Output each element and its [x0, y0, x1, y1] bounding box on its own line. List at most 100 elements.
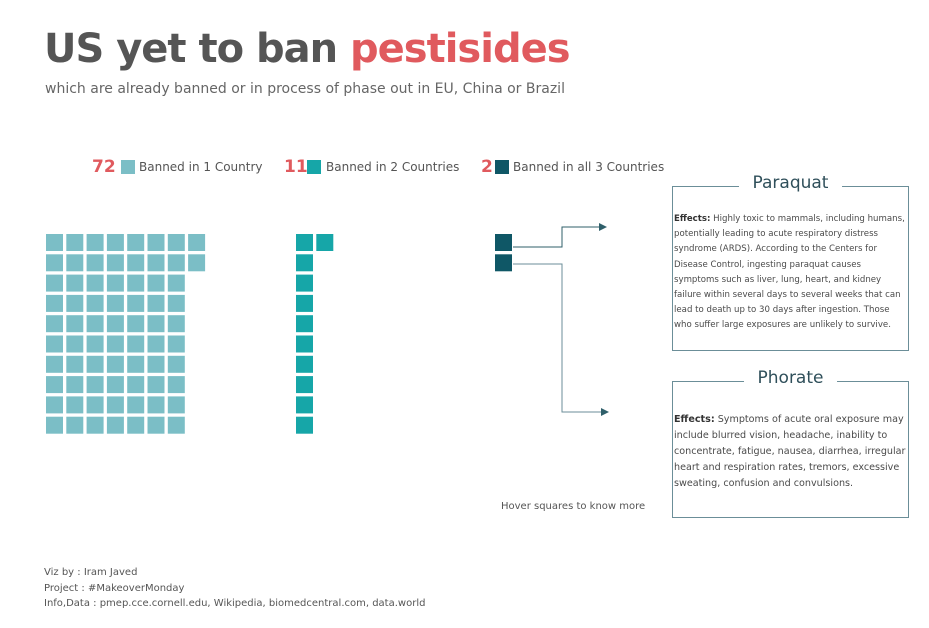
credits: Viz by : Iram Javed Project : #MakeoverM…	[44, 565, 425, 612]
waffle-square-one-country[interactable]	[66, 315, 84, 333]
waffle-square-one-country[interactable]	[66, 355, 84, 373]
waffle-square-one-country[interactable]	[106, 355, 124, 373]
waffle-square-one-country[interactable]	[46, 396, 63, 414]
waffle-square-one-country[interactable]	[46, 416, 63, 434]
waffle-square-one-country[interactable]	[147, 416, 165, 434]
waffle-square-one-country[interactable]	[127, 274, 145, 292]
waffle-square-one-country[interactable]	[46, 335, 63, 353]
waffle-square-one-country[interactable]	[127, 376, 145, 394]
waffle-square-one-country[interactable]	[106, 294, 124, 312]
legend-swatch-three-countries	[495, 160, 509, 174]
waffle-square-one-country[interactable]	[106, 234, 124, 251]
waffle-square-one-country[interactable]	[66, 254, 84, 272]
waffle-square-one-country[interactable]	[46, 376, 63, 394]
waffle-square-one-country[interactable]	[127, 294, 145, 312]
waffle-square-one-country[interactable]	[86, 254, 104, 272]
waffle-square-one-country[interactable]	[127, 315, 145, 333]
waffle-square-one-country[interactable]	[86, 376, 104, 394]
waffle-square-one-country[interactable]	[86, 416, 104, 434]
legend-count: 11	[284, 157, 308, 177]
waffle-square-one-country[interactable]	[86, 274, 104, 292]
card-phorate: Phorate Effects: Symptoms of acute oral …	[672, 368, 909, 518]
waffle-square-one-country[interactable]	[188, 234, 206, 251]
waffle-square-one-country[interactable]	[127, 416, 145, 434]
waffle-square-two-countries[interactable]	[296, 254, 313, 272]
effects-label: Effects:	[674, 414, 715, 425]
waffle-square-one-country[interactable]	[167, 335, 185, 353]
waffle-square-one-country[interactable]	[147, 234, 165, 251]
waffle-square-one-country[interactable]	[147, 335, 165, 353]
waffle-square-one-country[interactable]	[127, 396, 145, 414]
waffle-square-one-country[interactable]	[106, 315, 124, 333]
waffle-square-two-countries[interactable]	[296, 396, 313, 414]
waffle-square-one-country[interactable]	[66, 335, 84, 353]
waffle-square-one-country[interactable]	[167, 274, 185, 292]
waffle-square-one-country[interactable]	[147, 396, 165, 414]
waffle-square-one-country[interactable]	[46, 234, 63, 251]
effects-label: Effects:	[674, 214, 711, 224]
waffle-square-one-country[interactable]	[106, 376, 124, 394]
waffle-square-one-country[interactable]	[188, 254, 206, 272]
waffle-square-three-countries[interactable]	[495, 254, 512, 272]
waffle-square-one-country[interactable]	[147, 254, 165, 272]
legend-swatch-one-country	[121, 160, 135, 174]
waffle-square-one-country[interactable]	[86, 355, 104, 373]
waffle-square-two-countries[interactable]	[296, 294, 313, 312]
waffle-square-two-countries[interactable]	[316, 234, 334, 251]
waffle-square-one-country[interactable]	[106, 416, 124, 434]
waffle-square-one-country[interactable]	[167, 315, 185, 333]
waffle-square-two-countries[interactable]	[296, 315, 313, 333]
waffle-square-one-country[interactable]	[147, 355, 165, 373]
credit-viz-by: Viz by : Iram Javed	[44, 567, 138, 578]
waffle-square-one-country[interactable]	[86, 335, 104, 353]
waffle-square-one-country[interactable]	[147, 376, 165, 394]
waffle-square-one-country[interactable]	[86, 234, 104, 251]
legend-count: 72	[92, 157, 116, 177]
waffle-square-one-country[interactable]	[46, 274, 63, 292]
waffle-square-one-country[interactable]	[167, 376, 185, 394]
title-prefix: US yet to ban	[44, 26, 351, 72]
waffle-square-one-country[interactable]	[86, 396, 104, 414]
waffle-square-one-country[interactable]	[66, 234, 84, 251]
waffle-square-one-country[interactable]	[167, 234, 185, 251]
legend-label: Banned in 1 Country	[139, 160, 263, 174]
waffle-square-one-country[interactable]	[167, 396, 185, 414]
waffle-square-one-country[interactable]	[66, 416, 84, 434]
waffle-square-one-country[interactable]	[106, 335, 124, 353]
waffle-square-two-countries[interactable]	[296, 335, 313, 353]
waffle-square-one-country[interactable]	[167, 294, 185, 312]
waffle-square-one-country[interactable]	[106, 396, 124, 414]
waffle-square-one-country[interactable]	[66, 396, 84, 414]
waffle-square-one-country[interactable]	[147, 294, 165, 312]
waffle-square-one-country[interactable]	[106, 274, 124, 292]
waffle-square-one-country[interactable]	[147, 315, 165, 333]
waffle-square-three-countries[interactable]	[495, 234, 512, 251]
waffle-square-two-countries[interactable]	[296, 234, 313, 251]
waffle-square-one-country[interactable]	[127, 335, 145, 353]
waffle-square-one-country[interactable]	[127, 355, 145, 373]
waffle-square-two-countries[interactable]	[296, 376, 313, 394]
waffle-square-two-countries[interactable]	[296, 355, 313, 373]
waffle-squares	[46, 234, 512, 434]
waffle-square-one-country[interactable]	[66, 376, 84, 394]
waffle-square-one-country[interactable]	[46, 294, 63, 312]
waffle-square-one-country[interactable]	[147, 274, 165, 292]
waffle-square-one-country[interactable]	[127, 254, 145, 272]
waffle-square-one-country[interactable]	[167, 254, 185, 272]
waffle-square-one-country[interactable]	[167, 355, 185, 373]
waffle-square-one-country[interactable]	[167, 416, 185, 434]
card-title-phorate: Phorate	[743, 368, 838, 388]
waffle-square-one-country[interactable]	[46, 254, 63, 272]
waffle-square-one-country[interactable]	[46, 315, 63, 333]
waffle-square-two-countries[interactable]	[296, 416, 313, 434]
waffle-square-one-country[interactable]	[86, 294, 104, 312]
waffle-square-one-country[interactable]	[46, 355, 63, 373]
waffle-square-one-country[interactable]	[66, 294, 84, 312]
waffle-square-one-country[interactable]	[66, 274, 84, 292]
waffle-square-one-country[interactable]	[106, 254, 124, 272]
page-title: US yet to ban pestisides	[44, 26, 571, 72]
waffle-square-one-country[interactable]	[127, 234, 145, 251]
waffle-square-one-country[interactable]	[86, 315, 104, 333]
waffle-square-two-countries[interactable]	[296, 274, 313, 292]
